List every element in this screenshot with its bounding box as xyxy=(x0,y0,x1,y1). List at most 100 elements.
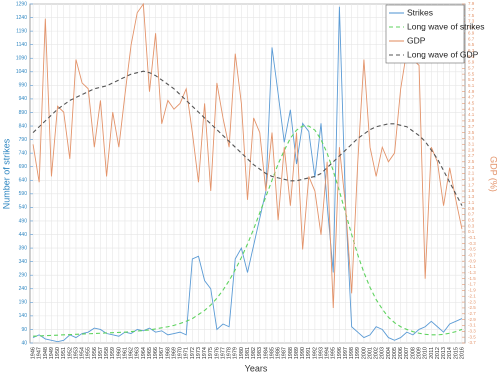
y2-tick-label: -0.3 xyxy=(468,241,476,246)
y2-tick-label: 2.7 xyxy=(468,153,475,158)
y2-axis-title: GDP (%) xyxy=(489,156,499,192)
y-tick-label: 840 xyxy=(19,123,28,129)
y2-tick-label: -1.5 xyxy=(468,276,476,281)
x-tick-label: 1966 xyxy=(153,347,159,359)
x-tick-label: 2012 xyxy=(435,347,441,359)
y-tick-label: 140 xyxy=(19,313,28,319)
x-tick-label: 1995 xyxy=(331,347,337,359)
x-tick-label: 2005 xyxy=(392,347,398,359)
x-tick-label: 1975 xyxy=(208,347,214,359)
x-tick-label: 1997 xyxy=(343,347,349,359)
y2-tick-label: 4.9 xyxy=(468,89,475,94)
x-tick-label: 1981 xyxy=(245,347,251,359)
y2-tick-label: 4.7 xyxy=(468,95,475,100)
x-tick-label: 1964 xyxy=(141,347,147,359)
y2-tick-label: 4.5 xyxy=(468,101,475,106)
y2-tick-label: 5.5 xyxy=(468,71,475,76)
y2-tick-label: 6.5 xyxy=(468,42,475,47)
y2-tick-label: 5.9 xyxy=(468,60,475,65)
y-tick-label: 440 xyxy=(19,232,28,238)
y2-tick-label: 3.7 xyxy=(468,124,475,129)
x-tick-label: 2010 xyxy=(423,347,429,359)
x-tick-label: 2000 xyxy=(361,347,367,359)
x-tick-label: 2007 xyxy=(404,347,410,359)
y2-tick-label: 2.3 xyxy=(468,165,475,170)
series-line xyxy=(33,125,463,337)
x-tick-label: 2015 xyxy=(453,347,459,359)
y2-tick-label: 7.9 xyxy=(468,1,475,6)
y2-tick-label: -1.7 xyxy=(468,282,476,287)
x-tick-label: 1967 xyxy=(159,347,165,359)
x-tick-label: 1965 xyxy=(147,347,153,359)
y-tick-label: 990 xyxy=(19,83,28,89)
x-tick-label: 2011 xyxy=(429,347,435,359)
y2-tick-label: 4.3 xyxy=(468,106,475,111)
x-tick-label: 2008 xyxy=(410,347,416,359)
y2-tick-label: 3.9 xyxy=(468,118,475,123)
y-tick-label: 640 xyxy=(19,178,28,184)
y2-tick-label: -3.3 xyxy=(468,328,476,333)
y2-tick-label: -3.7 xyxy=(468,340,476,345)
series-line xyxy=(32,70,463,206)
y-tick-label: 90 xyxy=(21,327,27,333)
y-tick-label: 340 xyxy=(19,259,28,265)
x-tick-label: 1963 xyxy=(135,347,141,359)
x-tick-label: 1951 xyxy=(61,347,67,359)
y-axis-title: Number of strikes xyxy=(1,138,11,209)
x-tick-label: 1970 xyxy=(178,347,184,359)
y2-tick-label: -0.7 xyxy=(468,253,476,258)
y-tick-label: 1090 xyxy=(16,56,27,62)
series-line xyxy=(32,6,463,343)
x-tick-label: 1947 xyxy=(37,347,43,359)
x-tick-label: 2004 xyxy=(386,347,392,359)
y2-tick-label: -1.9 xyxy=(468,288,476,293)
y-tick-label: 490 xyxy=(19,218,28,224)
x-tick-label: 1956 xyxy=(92,347,98,359)
y2-tick-label: 0.1 xyxy=(468,229,475,234)
y2-tick-label: 5.1 xyxy=(468,83,475,88)
y2-tick-label: -0.5 xyxy=(468,247,476,252)
y-tick-label: 390 xyxy=(19,245,28,251)
y-tick-label: 740 xyxy=(19,150,28,156)
y-tick-label: 1140 xyxy=(16,42,27,48)
y2-tick-label: 7.1 xyxy=(468,25,475,30)
x-axis-title: Years xyxy=(245,363,268,373)
x-tick-label: 1979 xyxy=(233,347,239,359)
y2-tick-label: 4.1 xyxy=(468,112,475,117)
x-tick-label: 1969 xyxy=(171,347,177,359)
y2-tick-label: 3.1 xyxy=(468,141,475,146)
x-tick-label: 1986 xyxy=(276,347,282,359)
y-tick-label: 590 xyxy=(19,191,28,197)
y-tick-label: 1290 xyxy=(16,1,27,7)
x-tick-label: 2006 xyxy=(398,347,404,359)
y-tick-label: 940 xyxy=(19,96,28,102)
x-tick-label: 2002 xyxy=(374,347,380,359)
legend-label: Strikes xyxy=(407,7,433,17)
y2-tick-label: 5.3 xyxy=(468,77,475,82)
x-tick-label: 1999 xyxy=(355,347,361,359)
x-tick-label: 1952 xyxy=(67,347,73,359)
x-tick-label: 1991 xyxy=(306,347,312,359)
legend-label: Long wave of strikes xyxy=(407,21,484,31)
x-tick-label: 2001 xyxy=(367,347,373,359)
y2-tick-label: 3.5 xyxy=(468,130,475,135)
y2-tick-label: 7.5 xyxy=(468,13,475,18)
x-tick-label: 1961 xyxy=(122,347,128,359)
y2-tick-label: 6.7 xyxy=(468,36,475,41)
y2-tick-label: -2.1 xyxy=(468,293,476,298)
y2-tick-label: 3.3 xyxy=(468,136,475,141)
x-tick-label: 1992 xyxy=(312,347,318,359)
y2-tick-label: 6.3 xyxy=(468,48,475,53)
y2-tick-label: 1.7 xyxy=(468,182,475,187)
y2-tick-label: 2.1 xyxy=(468,171,475,176)
x-tick-label: 2013 xyxy=(441,347,447,359)
legend-box xyxy=(385,4,465,64)
y2-tick-label: 1.9 xyxy=(468,177,475,182)
y-tick-label: 1240 xyxy=(16,15,27,21)
x-tick-label: 1987 xyxy=(282,347,288,359)
x-tick-label: 1994 xyxy=(325,347,331,359)
x-tick-label: 1972 xyxy=(190,347,196,359)
y-tick-label: 240 xyxy=(19,286,28,292)
y2-tick-label: -3.1 xyxy=(468,323,476,328)
x-tick-label: 1989 xyxy=(294,347,300,359)
